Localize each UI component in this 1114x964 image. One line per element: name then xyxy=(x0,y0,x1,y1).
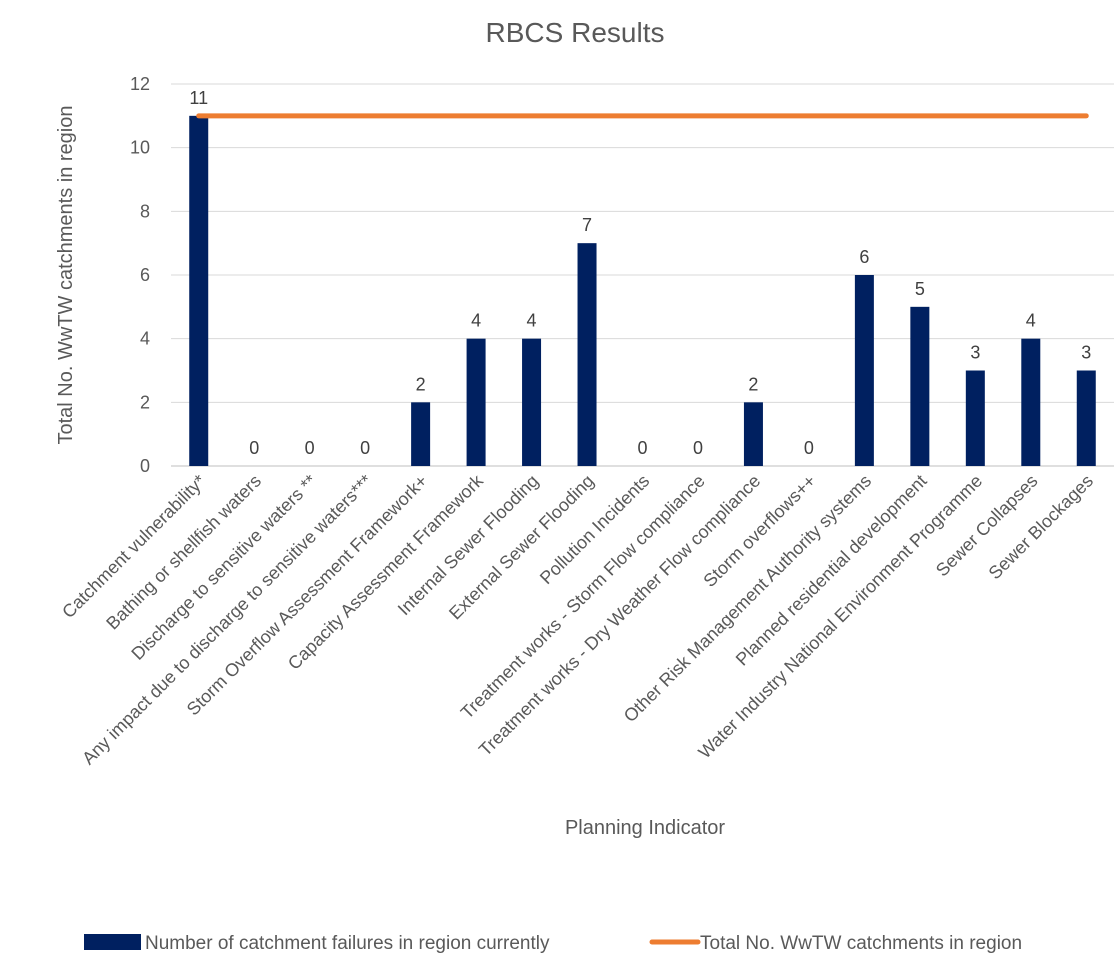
bar xyxy=(522,338,542,466)
bar xyxy=(466,338,486,466)
legend-bar-swatch xyxy=(84,934,141,950)
bar-data-label: 2 xyxy=(416,374,426,394)
bar-data-label: 3 xyxy=(970,343,980,363)
bar-data-label: 0 xyxy=(249,438,259,458)
bar-data-label: 0 xyxy=(804,438,814,458)
legend: Number of catchment failures in region c… xyxy=(84,933,1022,954)
x-tick-label: Sewer Collapses xyxy=(932,471,1042,581)
bar xyxy=(411,402,431,466)
x-axis-ticks: Catchment vulnerability*Bathing or shell… xyxy=(58,470,1097,769)
bar xyxy=(910,306,930,466)
bar xyxy=(189,115,209,466)
y-tick-label: 10 xyxy=(130,138,150,158)
data-labels: 11 0 0 0 2 4 4 7 0 0 2 0 6 5 3 4 3 xyxy=(189,88,1091,458)
gridlines xyxy=(171,83,1114,467)
y-tick-label: 12 xyxy=(130,74,150,94)
y-tick-label: 0 xyxy=(140,456,150,476)
y-axis-title: Total No. WwTW catchments in region xyxy=(55,106,77,445)
bar-data-label: 6 xyxy=(859,247,869,267)
bar-data-label: 3 xyxy=(1081,343,1091,363)
bar xyxy=(743,402,763,466)
y-tick-label: 2 xyxy=(140,392,150,412)
bar xyxy=(577,243,597,466)
bar-data-label: 4 xyxy=(527,311,537,331)
bar-data-label: 2 xyxy=(748,374,758,394)
x-axis-title: Planning Indicator xyxy=(565,817,725,839)
y-tick-label: 8 xyxy=(140,201,150,221)
bar xyxy=(854,275,874,466)
legend-bar-label: Number of catchment failures in region c… xyxy=(145,933,550,954)
bar-data-label: 5 xyxy=(915,279,925,299)
bar-data-label: 0 xyxy=(305,438,315,458)
bar xyxy=(1021,338,1041,466)
bar-data-label: 0 xyxy=(637,438,647,458)
legend-line-label: Total No. WwTW catchments in region xyxy=(700,933,1022,954)
y-tick-label: 4 xyxy=(140,329,150,349)
bar-data-label: 4 xyxy=(1026,311,1036,331)
bar xyxy=(965,370,985,466)
y-tick-label: 6 xyxy=(140,265,150,285)
x-tick-label: Sewer Blockages xyxy=(985,471,1097,583)
bar-data-label: 4 xyxy=(471,311,481,331)
x-tick-label: Capacity Assessment Framework xyxy=(284,470,488,674)
bar xyxy=(1076,370,1096,466)
bar-data-label: 0 xyxy=(360,438,370,458)
bar-series xyxy=(189,115,1096,466)
y-axis-ticks: 0 2 4 6 8 10 12 xyxy=(130,74,150,476)
bar-data-label: 7 xyxy=(582,215,592,235)
bar-data-label: 0 xyxy=(693,438,703,458)
bar-data-label: 11 xyxy=(189,88,208,108)
chart-title: RBCS Results xyxy=(486,17,665,48)
